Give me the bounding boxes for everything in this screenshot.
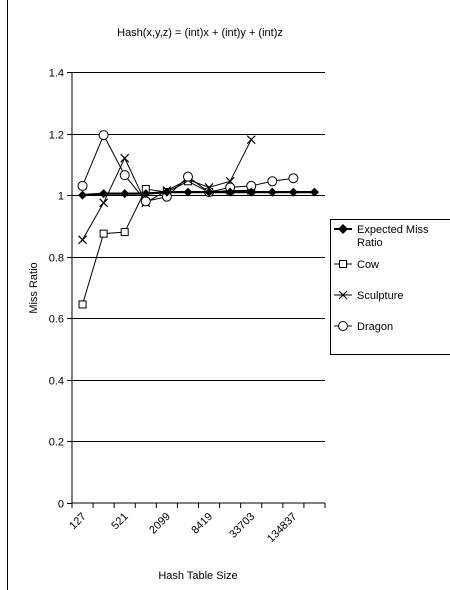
data-point [119,170,130,181]
data-point [288,187,298,197]
legend: Expected Miss Ratio Cow Sculpture Dragon [330,219,450,355]
x-axis-ticks: 127 521 2099 8419 33703 134837 [67,503,326,545]
y-tick-label: 0.6 [49,314,64,326]
y-tick-label: 1.4 [49,68,64,80]
data-point [99,229,108,238]
data-point [338,224,348,234]
y-tick-label: 0.4 [49,376,64,388]
series-line [82,191,315,197]
legend-entry: Dragon [334,321,393,333]
legend-label-line: Ratio [357,237,383,249]
data-point [267,176,278,187]
data-point [120,228,129,237]
data-point [78,300,87,309]
data-point [288,173,299,184]
legend-label: Sculpture [357,290,403,302]
legend-entry: Cow [334,259,379,271]
gridlines [72,72,325,442]
data-point [120,189,130,199]
y-tick-label: 0.8 [49,253,64,265]
series-group [77,130,319,309]
legend-label: Expected Miss Ratio [357,224,429,249]
data-point [246,187,256,197]
y-axis-ticks: 0 0.2 0.4 0.6 0.8 1 1.2 1.4 [49,68,72,511]
y-tick-label: 0 [58,499,64,511]
y-tick-label: 1 [58,191,64,203]
data-point [338,290,348,300]
legend-label: Cow [357,259,379,271]
chart-title: Hash(x,y,z) = (int)x + (int)y + (int)z [117,27,283,39]
data-point [99,189,109,199]
data-point [78,235,87,245]
data-point [98,130,109,141]
data-point [140,196,151,207]
data-point [204,187,214,197]
data-point [162,187,172,197]
legend-label: Dragon [357,321,393,333]
data-point [183,187,193,197]
data-point [78,190,88,200]
x-tick-label: 134837 [265,511,299,545]
series-dragon [77,130,299,207]
legend-entry: Sculpture [334,290,403,302]
data-point [225,187,235,197]
legend-entry: Expected Miss Ratio [334,224,429,249]
y-tick-label: 1.2 [49,130,64,142]
legend-box [330,219,450,355]
x-tick-label: 8419 [189,511,215,537]
x-tick-label: 33703 [227,511,257,541]
x-axis-label: Hash Table Size [158,570,237,582]
data-point [338,321,348,331]
data-point [339,260,347,268]
x-tick-label: 521 [109,511,130,532]
data-point [182,171,193,182]
series-expected-miss-ratio [78,187,319,200]
data-point [120,153,130,163]
data-point [77,180,88,191]
data-point [141,189,151,199]
data-point [309,187,319,197]
x-tick-label: 127 [67,511,88,532]
y-tick-label: 0.2 [49,437,64,449]
data-point [99,198,109,208]
y-axis-label: Miss Ratio [28,262,40,313]
data-point [246,135,256,145]
legend-label-line: Expected Miss [357,224,429,236]
data-point [267,187,277,197]
x-tick-label: 2099 [147,511,173,537]
